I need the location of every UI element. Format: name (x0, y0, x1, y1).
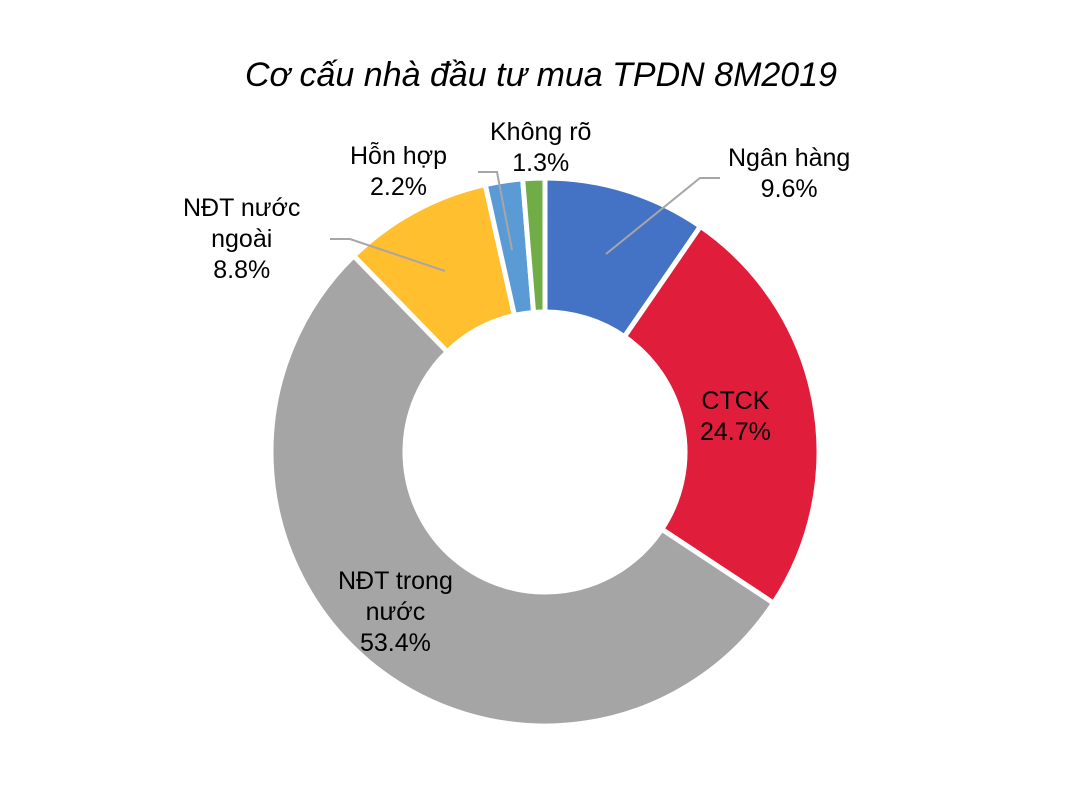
label-ndt-trong-nuoc: NĐT trong nước 53.4% (338, 567, 453, 657)
leader-lines (330, 171, 720, 272)
leader-line-nuoc-ngoai (330, 238, 446, 272)
label-hon-hop: Hỗn hợp 2.2% (350, 142, 448, 201)
chart-title: Cơ cấu nhà đầu tư mua TPDN 8M2019 (244, 56, 838, 94)
label-ctck: CTCK 24.7% (700, 387, 771, 446)
slice-nđt-trong-nước (268, 252, 778, 729)
label-ngan-hang: Ngân hàng 9.6% (728, 144, 851, 203)
slice-ctck (620, 222, 822, 607)
leader-line-hon-hop (478, 171, 513, 251)
label-ndt-nuoc-ngoai: NĐT nước ngoài 8.8% (183, 194, 301, 284)
leader-line-ngan-hang (605, 177, 720, 255)
label-khong-ro: Không rõ 1.3% (490, 118, 592, 177)
slice-không-rõ (519, 175, 548, 316)
